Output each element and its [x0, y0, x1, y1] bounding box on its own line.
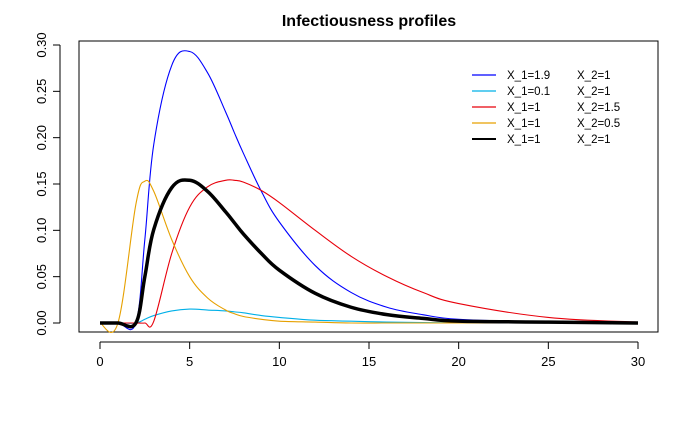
axes: 0 5 10 15 20 25 30 0.00 0.05 0.10 0.15 0.20 0.25 0.30 [34, 32, 645, 369]
legend-label-x1: X_1=1 [507, 118, 541, 130]
legend-label-x2: X_2=1 [577, 86, 611, 98]
legend-label-x1: X_1=1.9 [507, 70, 550, 82]
legend-label-x1: X_1=1 [507, 134, 541, 146]
legend-label-x2: X_2=1 [577, 70, 611, 82]
chart-title: Infectiousness profiles [282, 13, 456, 30]
legend-label-x2: X_2=1.5 [577, 102, 620, 114]
y-tick-label: 0.00 [34, 310, 49, 335]
y-tick-label: 0.20 [34, 125, 49, 150]
x-tick-label: 10 [272, 354, 286, 369]
x-tick-label: 25 [541, 354, 555, 369]
x-tick-label: 30 [631, 354, 645, 369]
legend-label-x2: X_2=1 [577, 134, 611, 146]
series-lines [99, 50, 639, 333]
x-tick-label: 5 [186, 354, 193, 369]
plot-area-frame [78, 40, 659, 333]
y-tick-label: 0.25 [34, 79, 49, 104]
legend-label-x2: X_2=0.5 [577, 118, 620, 130]
legend: X_1=1.9 X_2=1 X_1=0.1 X_2=1 X_1=1 X_2=1.5 X_1=… [472, 70, 620, 146]
x-tick-label: 0 [96, 354, 103, 369]
x-tick-label: 15 [362, 354, 376, 369]
series-line-1 [100, 50, 639, 331]
y-tick-label: 0.30 [34, 32, 49, 57]
legend-label-x1: X_1=1 [507, 102, 541, 114]
y-tick-label: 0.10 [34, 218, 49, 243]
series-line-3 [100, 179, 639, 328]
x-tick-label: 20 [451, 354, 465, 369]
series-line-5 [100, 178, 639, 329]
y-tick-label: 0.05 [34, 264, 49, 289]
legend-label-x1: X_1=0.1 [507, 86, 550, 98]
y-tick-label: 0.15 [34, 171, 49, 196]
series-line-4 [99, 179, 638, 333]
